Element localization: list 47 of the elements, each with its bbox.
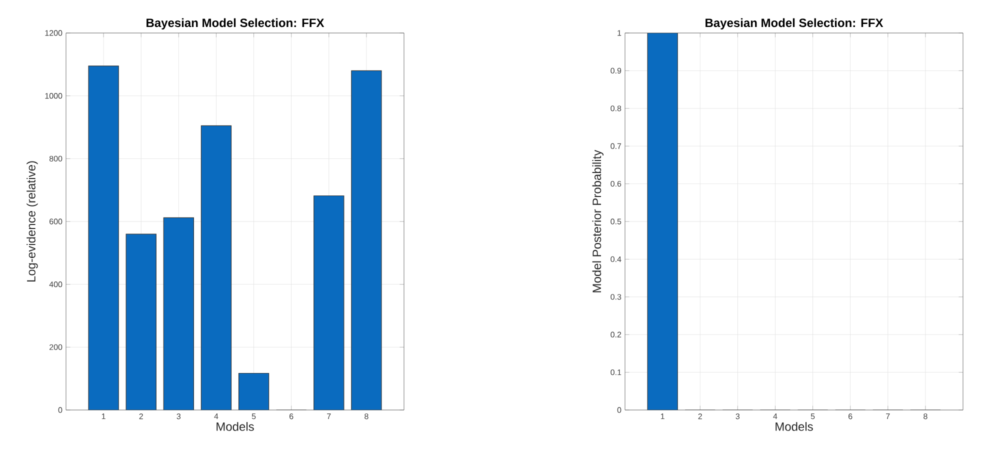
bar [126, 234, 156, 410]
y-axis-title: Log-evidence (relative) [26, 161, 38, 282]
x-tick-label: 1 [660, 414, 664, 420]
chart-title: Bayesian Model Selection: FFX [146, 18, 324, 30]
y-tick-label: 0.3 [610, 294, 622, 300]
x-tick-label: 8 [924, 414, 928, 420]
x-tick-label: 6 [290, 414, 294, 420]
bar [201, 126, 232, 410]
x-tick-label: 3 [176, 414, 181, 420]
x-tick-label: 7 [327, 414, 331, 420]
y-tick-label: 0 [617, 407, 622, 413]
y-tick-label: 0 [58, 407, 62, 413]
chart-title: Bayesian Model Selection: FFX [706, 18, 884, 30]
y-tick-label: 1200 [45, 30, 62, 36]
y-tick-label: 0.1 [610, 369, 622, 376]
x-axis-title: Models [216, 422, 254, 431]
x-tick-label: 2 [139, 414, 143, 420]
y-axis-title: Model Posterior Probability [592, 150, 604, 292]
y-tick-label: 400 [49, 282, 62, 288]
bar [164, 218, 194, 410]
y-tick-label: 0.4 [610, 256, 622, 262]
x-tick-label: 2 [698, 414, 702, 420]
y-tick-label: 0.5 [610, 218, 622, 224]
bar [238, 373, 269, 410]
bar [88, 66, 119, 410]
y-tick-label: 0.6 [610, 180, 622, 187]
x-tick-label: 7 [886, 414, 890, 420]
y-tick-label: 600 [50, 218, 62, 224]
x-axis-title: Models [776, 422, 813, 431]
x-tick-label: 4 [773, 414, 778, 420]
x-tick-label: 4 [214, 414, 218, 420]
y-tick-label: 0.9 [610, 68, 622, 74]
x-tick-label: 1 [102, 414, 106, 420]
bar [314, 196, 344, 410]
x-tick-label: 6 [848, 414, 852, 420]
y-tick-label: 0.7 [610, 143, 622, 149]
y-tick-label: 0.2 [610, 332, 622, 338]
y-tick-label: 1 [618, 30, 622, 36]
y-tick-label: 200 [50, 344, 62, 350]
y-tick-label: 1000 [45, 93, 62, 99]
x-tick-label: 3 [736, 414, 740, 420]
x-tick-label: 8 [364, 414, 368, 420]
y-tick-label: 800 [49, 156, 62, 162]
x-tick-label: 5 [252, 414, 256, 420]
y-tick-label: 0.8 [610, 106, 622, 112]
x-tick-label: 5 [810, 414, 815, 420]
bar [351, 70, 382, 410]
